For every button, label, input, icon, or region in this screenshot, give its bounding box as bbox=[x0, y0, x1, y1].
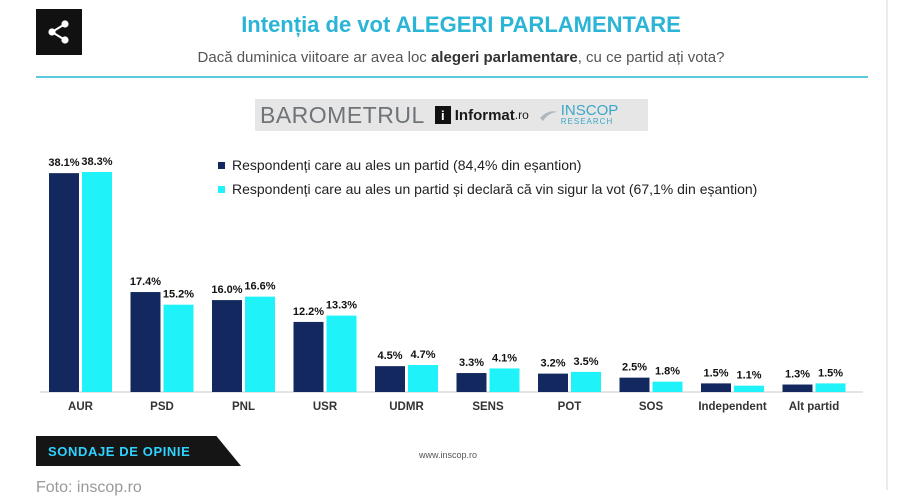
bar-usr-series-2 bbox=[326, 315, 357, 392]
source-website: www.inscop.ro bbox=[419, 450, 478, 460]
x-tick-label-independent: Independent bbox=[698, 401, 767, 413]
legend-item-series-2: Respondenți care au ales un partid și de… bbox=[218, 177, 757, 201]
data-label-udmr-series-1: 4.5% bbox=[377, 350, 402, 362]
data-label-pnl-series-1: 16.0% bbox=[211, 284, 242, 296]
data-label-pot-series-2: 3.5% bbox=[573, 356, 598, 368]
x-tick-label-alt-partid: Alt partid bbox=[789, 401, 839, 413]
informat-logo: i Informat .ro bbox=[434, 106, 529, 124]
bar-psd-series-1 bbox=[130, 292, 161, 392]
bar-sens-series-1 bbox=[456, 373, 487, 392]
data-label-psd-series-2: 15.2% bbox=[163, 289, 194, 301]
bar-udmr-series-2 bbox=[408, 365, 438, 392]
bar-udmr-series-1 bbox=[375, 366, 405, 392]
bar-usr-series-1 bbox=[293, 321, 324, 392]
x-tick-label-sens: SENS bbox=[472, 401, 504, 413]
bar-pot-series-1 bbox=[538, 373, 568, 392]
bar-alt-partid-series-1 bbox=[782, 384, 813, 392]
inscop-logo: INSCOP RESEARCH bbox=[539, 103, 618, 126]
barometrul-wordmark: BAROMETRUL bbox=[260, 101, 425, 128]
photo-credit: Foto: inscop.ro bbox=[36, 479, 142, 496]
data-label-alt-partid-series-2: 1.5% bbox=[818, 367, 843, 379]
x-tick-label-sos: SOS bbox=[639, 401, 664, 413]
bar-independent-series-2 bbox=[734, 385, 764, 392]
chart-legend: Respondenți care au ales un partid (84,4… bbox=[218, 153, 757, 201]
data-label-alt-partid-series-1: 1.3% bbox=[785, 369, 810, 381]
data-label-usr-series-1: 12.2% bbox=[293, 306, 324, 318]
legend-label-series-1: Respondenți care au ales un partid (84,4… bbox=[232, 157, 582, 173]
legend-item-series-1: Respondenți care au ales un partid (84,4… bbox=[218, 153, 757, 177]
legend-label-series-2: Respondenți care au ales un partid și de… bbox=[232, 181, 758, 197]
share-button[interactable] bbox=[36, 9, 82, 55]
bar-sos-series-1 bbox=[619, 377, 650, 392]
title-divider bbox=[36, 76, 868, 78]
chart-title: Intenția de vot ALEGERI PARLAMENTARE bbox=[241, 12, 681, 37]
barometer-banner: BAROMETRUL i Informat .ro INSCOP RESEARCH bbox=[255, 99, 648, 131]
x-tick-label-pot: POT bbox=[558, 401, 582, 413]
inscop-swoosh-icon bbox=[539, 111, 558, 121]
bar-pnl-series-2 bbox=[245, 296, 275, 392]
legend-swatch-series-1 bbox=[218, 161, 225, 169]
informat-i-icon: i bbox=[434, 106, 451, 124]
bar-aur-series-2 bbox=[82, 172, 112, 392]
category-tag[interactable]: SONDAJE DE OPINIE bbox=[36, 436, 241, 466]
bar-alt-partid-series-2 bbox=[815, 383, 846, 392]
x-tick-label-udmr: UDMR bbox=[389, 401, 424, 413]
data-label-udmr-series-2: 4.7% bbox=[410, 349, 435, 361]
data-label-sens-series-1: 3.3% bbox=[459, 357, 484, 369]
bar-independent-series-1 bbox=[701, 383, 731, 392]
page-edge bbox=[886, 0, 888, 490]
bar-pot-series-2 bbox=[571, 371, 601, 392]
share-icon bbox=[48, 20, 69, 44]
x-tick-label-psd: PSD bbox=[150, 401, 174, 413]
bar-psd-series-2 bbox=[163, 304, 194, 392]
data-label-independent-series-1: 1.5% bbox=[703, 367, 728, 379]
data-label-aur-series-1: 38.1% bbox=[48, 157, 79, 169]
x-tick-label-usr: USR bbox=[313, 401, 338, 413]
data-label-usr-series-2: 13.3% bbox=[326, 300, 357, 312]
data-label-sos-series-1: 2.5% bbox=[622, 362, 647, 374]
chart-subtitle: Dacă duminica viitoare ar avea loc alege… bbox=[197, 49, 725, 66]
bar-sens-series-2 bbox=[489, 368, 520, 392]
bar-aur-series-1 bbox=[49, 173, 79, 392]
data-label-pnl-series-2: 16.6% bbox=[244, 281, 275, 293]
data-label-independent-series-2: 1.1% bbox=[736, 370, 761, 382]
data-label-pot-series-1: 3.2% bbox=[540, 358, 565, 370]
x-tick-label-pnl: PNL bbox=[232, 401, 255, 413]
bar-pnl-series-1 bbox=[212, 300, 242, 392]
data-label-psd-series-1: 17.4% bbox=[130, 276, 161, 288]
bar-sos-series-2 bbox=[652, 381, 683, 392]
data-label-sos-series-2: 1.8% bbox=[655, 366, 680, 378]
x-tick-label-aur: AUR bbox=[68, 401, 94, 413]
data-label-sens-series-2: 4.1% bbox=[492, 352, 517, 364]
data-label-aur-series-2: 38.3% bbox=[81, 156, 112, 168]
legend-swatch-series-2 bbox=[218, 185, 225, 193]
